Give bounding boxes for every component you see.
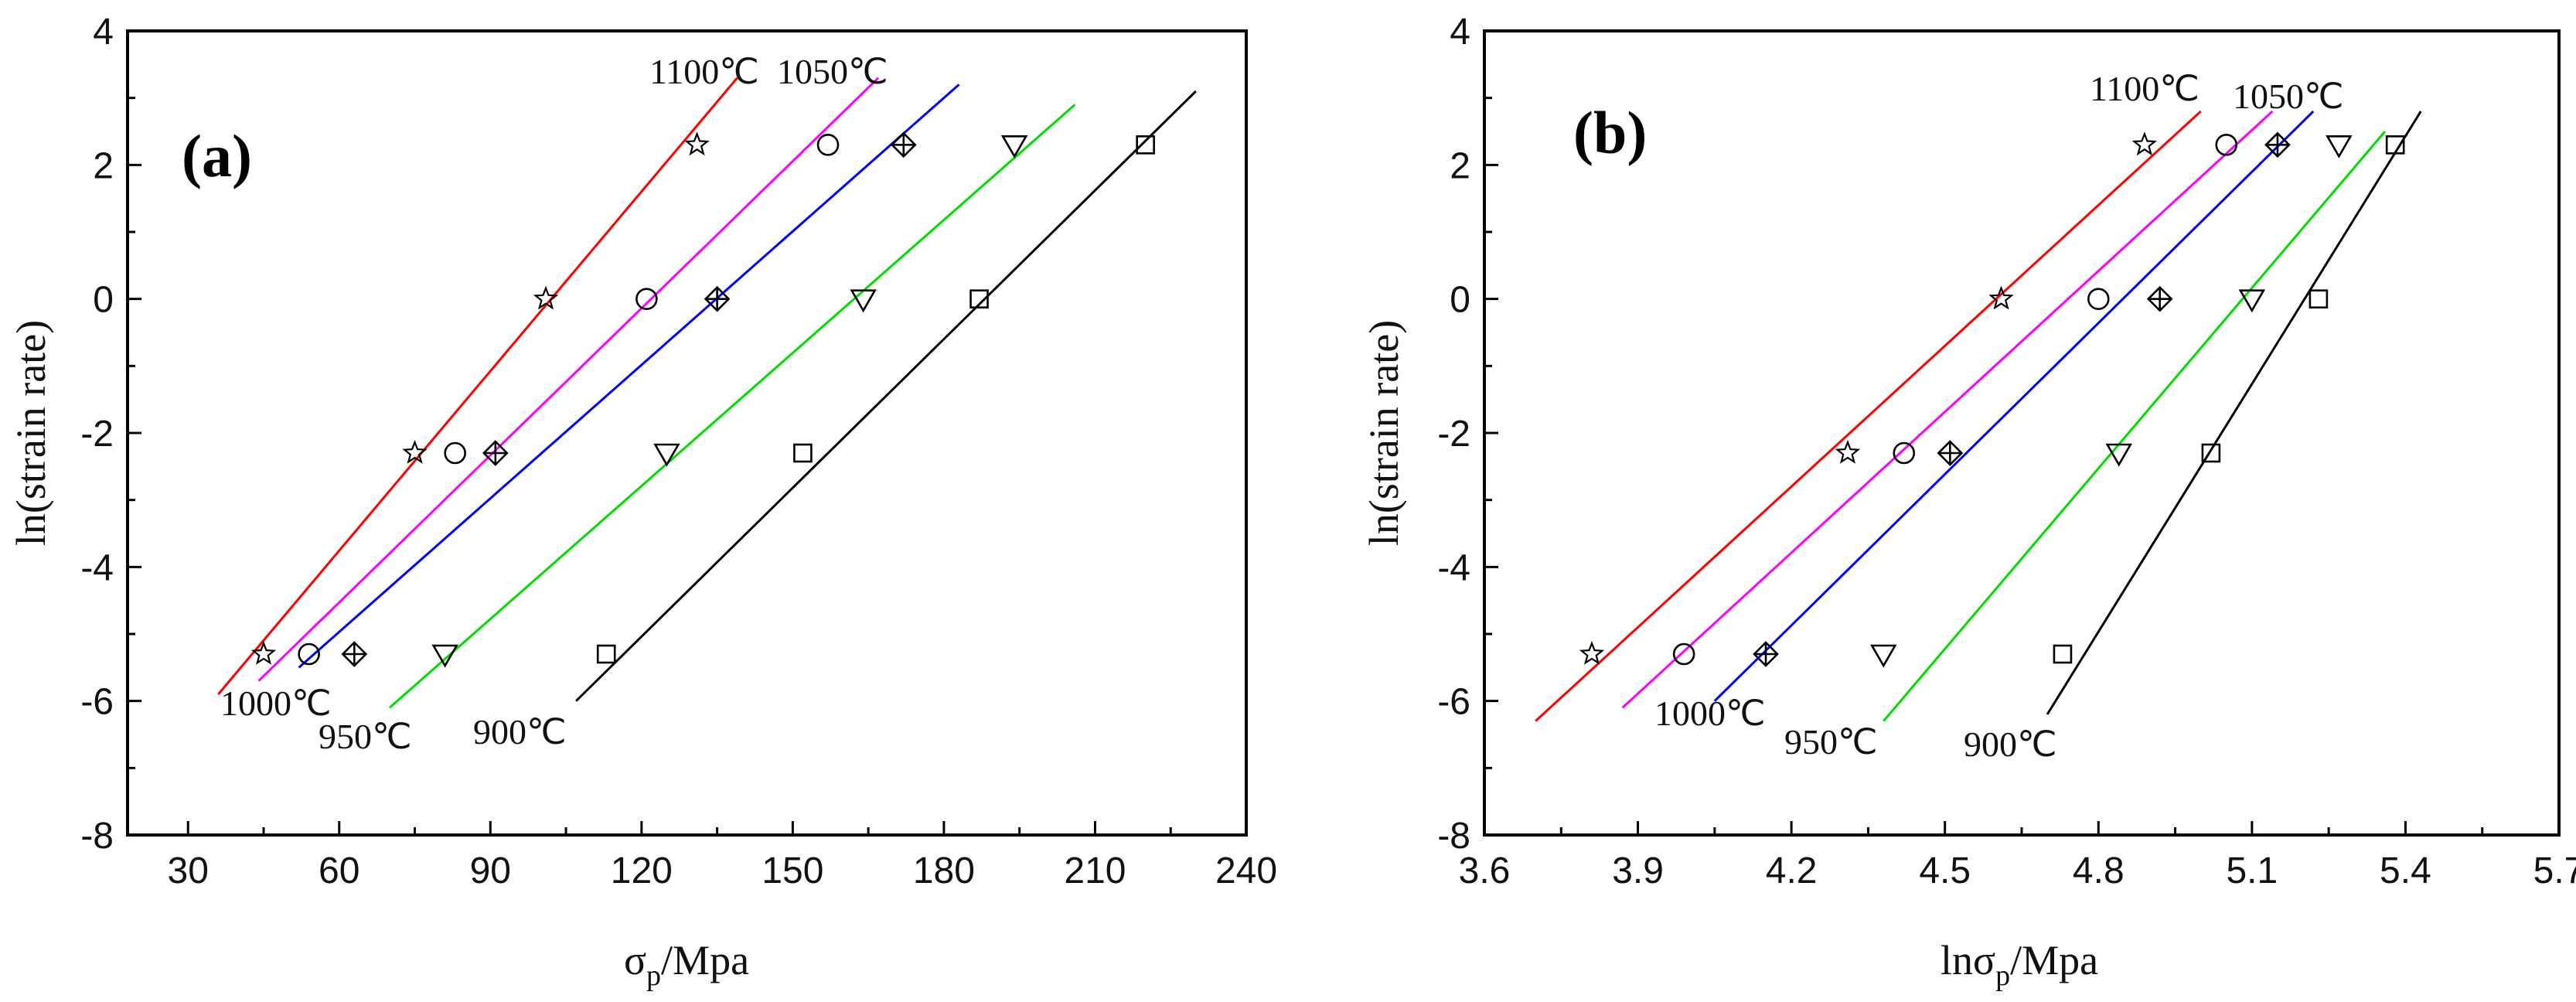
data-point-950	[1000, 135, 1028, 158]
y-tick-label: 4	[93, 12, 114, 53]
fit-line-1000	[298, 84, 960, 669]
y-tick-label: 0	[1450, 280, 1470, 321]
series-label-950: 950℃	[319, 717, 412, 756]
panel-label: (a)	[182, 122, 252, 189]
series-label-900: 900℃	[1964, 724, 2057, 764]
x-tick-label: 120	[611, 850, 673, 891]
data-point-1100	[2131, 131, 2158, 156]
y-tick-label: 2	[93, 145, 114, 186]
data-point-950	[1870, 644, 1897, 668]
data-point-900	[1136, 135, 1155, 155]
x-tick-label: 5.1	[2226, 850, 2278, 891]
fit-line-1100	[1535, 110, 2202, 722]
data-point-1100	[684, 131, 710, 156]
data-point-900	[793, 443, 813, 463]
x-tick-label: 180	[913, 850, 975, 891]
x-tick-label: 210	[1064, 850, 1126, 891]
data-point-1000	[1937, 440, 1964, 466]
panel-a: 30 60 90 120 150 180 210 240 -8 -6 -4 -2 0 2 4 (a) σp/…	[8, 12, 1277, 992]
data-point-950	[850, 289, 877, 313]
data-point-900	[2385, 135, 2405, 155]
data-point-1000	[1753, 641, 1779, 667]
data-point-1050	[816, 134, 840, 156]
y-tick-label: -2	[80, 414, 114, 455]
data-point-1000	[890, 131, 917, 158]
y-axis-title: ln(strain rate)	[1361, 320, 1407, 546]
x-tick-label: 5.4	[2380, 850, 2431, 891]
y-tick-label: -4	[80, 547, 114, 588]
x-tick-label: 4.8	[2073, 850, 2125, 891]
data-point-1050	[1672, 642, 1695, 666]
data-point-1050	[2215, 134, 2238, 156]
data-point-1100	[402, 439, 428, 464]
fit-line-1050	[257, 77, 880, 682]
y-tick-label: -8	[1437, 816, 1470, 857]
data-point-900	[2053, 644, 2073, 664]
x-tick-label: 150	[762, 850, 823, 891]
series-label-1050: 1050℃	[777, 52, 888, 91]
data-point-1000	[482, 440, 509, 466]
data-point-1050	[1893, 441, 1916, 465]
data-point-900	[596, 644, 616, 664]
data-point-900	[2201, 443, 2221, 463]
x-axis-title: lnσp/Mpa	[1941, 937, 2098, 992]
data-point-1000	[341, 641, 368, 667]
data-point-1000	[2146, 285, 2173, 312]
panel-label: (b)	[1573, 99, 1647, 166]
x-tick-label: 3.9	[1612, 850, 1664, 891]
series-label-900: 900℃	[473, 712, 567, 752]
data-point-1050	[444, 441, 466, 465]
data-point-900	[2309, 289, 2329, 308]
fit-line-900	[2046, 111, 2422, 715]
series-label-1100: 1100℃	[649, 52, 759, 91]
data-point-1000	[2264, 131, 2291, 158]
data-point-1050	[2087, 288, 2110, 310]
x-axis-title: σp/Mpa	[624, 937, 749, 992]
x-tick-label: 240	[1215, 850, 1277, 891]
series-label-1050: 1050℃	[2233, 77, 2344, 116]
data-point-950	[431, 644, 458, 668]
data-point-950	[2238, 289, 2266, 313]
x-tick-label: 5.7	[2533, 850, 2576, 891]
y-tick-label: 2	[1450, 145, 1470, 186]
data-point-1100	[250, 640, 277, 665]
data-point-1000	[704, 285, 731, 312]
data-point-900	[969, 289, 989, 308]
data-point-1050	[298, 642, 320, 666]
series-label-1000: 1000℃	[220, 683, 332, 723]
x-tick-label: 3.6	[1459, 850, 1511, 891]
x-tick-label: 4.2	[1766, 850, 1818, 891]
fit-line-1100	[217, 77, 738, 695]
fit-line-1050	[1621, 110, 2274, 709]
data-point-950	[653, 443, 680, 467]
data-point-950	[2105, 443, 2133, 467]
x-tick-label: 60	[319, 850, 359, 891]
y-tick-label: -2	[1437, 414, 1470, 455]
data-point-1100	[1835, 439, 1861, 464]
data-point-1100	[533, 285, 559, 310]
x-tick-label: 4.5	[1919, 850, 1971, 891]
y-tick-label: 4	[1450, 12, 1470, 53]
data-point-1050	[635, 288, 658, 310]
x-tick-label: 90	[470, 850, 511, 891]
series-label-1100: 1100℃	[2090, 69, 2199, 108]
series-label-950: 950℃	[1784, 722, 1878, 762]
data-point-950	[2326, 135, 2353, 158]
y-tick-label: 0	[93, 280, 114, 321]
fit-line-1000	[1713, 110, 2315, 702]
data-point-1100	[1579, 640, 1605, 665]
y-tick-label: -8	[80, 816, 114, 857]
y-axis-title: ln(strain rate)	[8, 320, 54, 546]
fit-line-900	[575, 90, 1197, 702]
x-tick-label: 30	[168, 850, 209, 891]
y-tick-label: -6	[1437, 682, 1470, 723]
series-label-1000: 1000℃	[1654, 694, 1766, 733]
fit-line-950	[388, 104, 1076, 709]
y-tick-label: -4	[1437, 547, 1470, 588]
y-tick-label: -6	[80, 682, 114, 723]
fit-line-950	[1883, 131, 2387, 722]
data-point-1100	[1988, 285, 2014, 310]
